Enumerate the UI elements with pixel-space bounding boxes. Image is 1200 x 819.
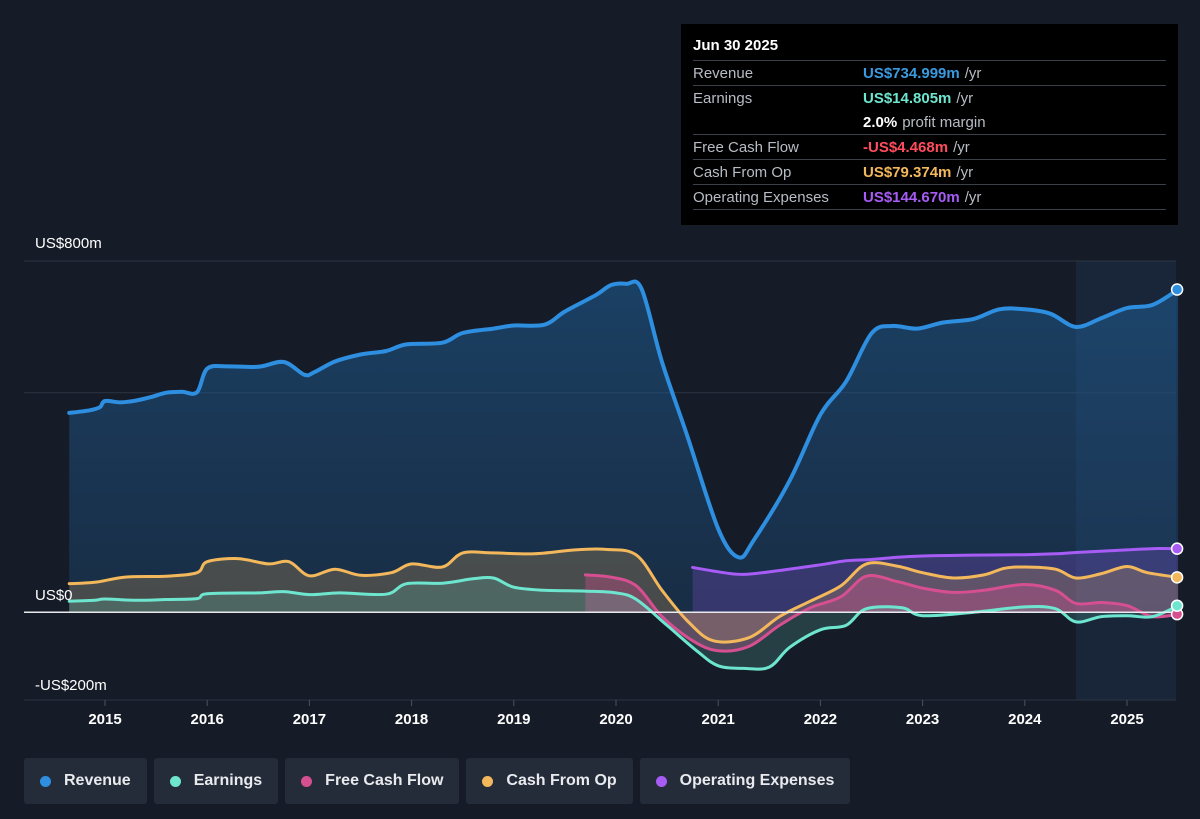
y-tick-label: -US$200m	[35, 677, 107, 694]
y-tick-label: US$800m	[35, 235, 102, 252]
tooltip-row-revenue: Revenue US$734.999m /yr	[693, 60, 1166, 85]
legend-label: Free Cash Flow	[325, 772, 444, 789]
revenue-area	[69, 281, 1179, 613]
earnings-end-point	[1170, 599, 1184, 612]
tooltip-unit: /yr	[964, 64, 982, 82]
x-tick-label: 2025	[1110, 711, 1143, 728]
operating-expenses-line	[691, 546, 1180, 576]
tooltip-unit: /yr	[956, 89, 974, 107]
earnings-area	[69, 577, 1179, 670]
tooltip-unit: profit margin	[902, 113, 986, 131]
revenue-end-point	[1170, 283, 1184, 296]
legend-label: Cash From Op	[506, 772, 617, 789]
tooltip-row-free-cash-flow: Free Cash Flow -US$4.468m /yr	[693, 134, 1166, 159]
tooltip-label: Revenue	[693, 64, 754, 82]
free-cash-flow-line	[583, 573, 1180, 653]
tooltip-panel: Jun 30 2025 Revenue US$734.999m /yr Earn…	[681, 24, 1178, 225]
x-tick-label: 2021	[702, 711, 735, 728]
cash-from-op-line	[67, 547, 1180, 644]
x-tick-label: 2017	[293, 711, 326, 728]
legend-dot-icon	[655, 775, 667, 787]
y-tick-label: US$0	[35, 587, 73, 604]
tooltip-value: US$144.670m	[863, 188, 960, 206]
revenue-line	[67, 279, 1181, 560]
x-tick-label: 2020	[599, 711, 632, 728]
tooltip-row-cash-from-op: Cash From Op US$79.374m /yr	[693, 159, 1166, 184]
operating-expenses-area	[692, 548, 1179, 613]
x-tick-label: 2018	[395, 711, 428, 728]
tooltip-row-operating-expenses: Operating Expenses US$144.670m /yr	[693, 184, 1166, 210]
free-cash-flow-area	[585, 574, 1179, 652]
tooltip-value: US$734.999m	[863, 64, 960, 82]
tooltip-row-profit-margin: 2.0% profit margin	[693, 110, 1166, 134]
legend-item-revenue[interactable]: Revenue	[24, 758, 147, 804]
tooltip-row-earnings: Earnings US$14.805m /yr	[693, 85, 1166, 110]
legend-dot-icon	[301, 775, 313, 787]
cash-from-op-end-point	[1170, 571, 1184, 584]
tooltip-label: Earnings	[693, 89, 753, 107]
legend-dot-icon	[482, 775, 494, 787]
tooltip-value: 2.0%	[863, 113, 898, 131]
legend-item-earnings[interactable]: Earnings	[153, 758, 279, 804]
x-tick-label: 2015	[88, 711, 121, 728]
x-tick-label: 2016	[191, 711, 224, 728]
x-tick-label: 2022	[804, 711, 837, 728]
legend-label: Operating Expenses	[679, 772, 835, 789]
tooltip-label: Cash From Op	[693, 163, 792, 181]
tooltip-label: Free Cash Flow	[693, 138, 799, 156]
earnings-line	[67, 575, 1180, 671]
legend-dot-icon	[169, 775, 181, 787]
tooltip-unit: /yr	[953, 138, 970, 156]
legend-label: Revenue	[64, 772, 131, 789]
tooltip-value: US$14.805m	[863, 89, 952, 107]
legend-item-operating-expenses[interactable]: Operating Expenses	[639, 758, 851, 804]
tooltip-value: US$79.374m	[863, 163, 952, 181]
x-tick-label: 2023	[906, 711, 939, 728]
tooltip-label: Operating Expenses	[693, 188, 829, 206]
legend-item-cash-from-op[interactable]: Cash From Op	[466, 758, 633, 804]
operating-expenses-end-point	[1170, 542, 1184, 555]
tooltip-unit: /yr	[956, 163, 974, 181]
legend-dot-icon	[40, 775, 51, 787]
tooltip-unit: /yr	[964, 188, 982, 206]
legend-label: Earnings	[193, 772, 263, 789]
tooltip-date: Jun 30 2025	[693, 37, 779, 54]
x-tick-label: 2024	[1008, 711, 1042, 728]
chart-legend: Revenue Earnings Free Cash Flow Cash Fro…	[24, 758, 851, 804]
legend-item-free-cash-flow[interactable]: Free Cash Flow	[285, 758, 460, 804]
x-tick-label: 2019	[497, 711, 530, 728]
tooltip-value: -US$4.468m	[863, 138, 949, 156]
